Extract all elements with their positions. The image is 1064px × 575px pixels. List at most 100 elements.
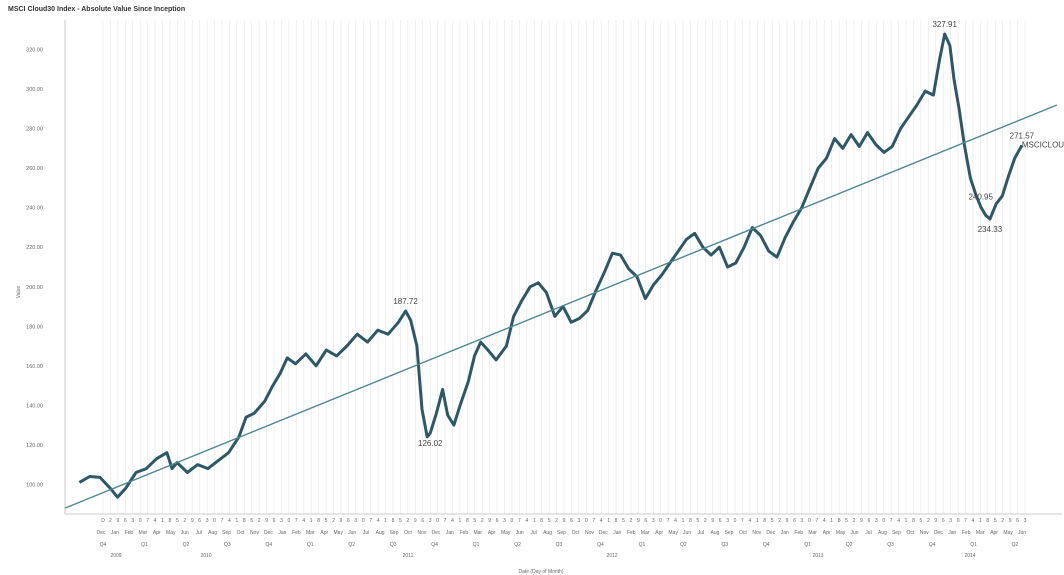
x-tick-label: 5 <box>473 518 476 524</box>
x-tick-label: 0 <box>585 518 588 524</box>
x-month-label: Aug <box>711 530 720 536</box>
x-tick-label: 1 <box>607 518 610 524</box>
x-tick-label: 8 <box>317 518 320 524</box>
x-quarter-label: Q4 <box>431 542 438 548</box>
x-month-label: Dec <box>431 530 440 536</box>
x-month-label: Mar <box>976 530 985 536</box>
x-month-label: Nov <box>752 530 761 536</box>
x-tick-label: 1 <box>310 518 313 524</box>
x-tick-label: 3 <box>131 518 134 524</box>
x-month-label: Sep <box>557 530 566 536</box>
x-tick-label: 5 <box>771 518 774 524</box>
x-tick-label: 5 <box>994 518 997 524</box>
data-label: 126.02 <box>418 439 443 448</box>
x-month-label: Oct <box>906 530 914 536</box>
x-tick-label: 8 <box>392 518 395 524</box>
x-tick-label: 5 <box>176 518 179 524</box>
trend-line <box>64 104 1058 509</box>
x-quarter-label: Q3 <box>224 542 231 548</box>
x-tick-label: 5 <box>696 518 699 524</box>
series-line-msci <box>78 32 1024 499</box>
x-tick-label: 2 <box>481 518 484 524</box>
x-month-label: May <box>501 530 511 536</box>
x-tick-label: 3 <box>652 518 655 524</box>
x-tick-label: 5 <box>325 518 328 524</box>
y-tick-label: 280.00 <box>26 127 43 133</box>
x-month-label: Feb <box>627 530 636 536</box>
y-tick-label: 100.00 <box>26 482 43 488</box>
x-month-label: Apr <box>320 530 328 536</box>
x-tick-label: 2 <box>258 518 261 524</box>
x-tick-label: 6 <box>496 518 499 524</box>
x-tick-label: 1 <box>905 518 908 524</box>
x-month-label: Jun <box>348 530 356 536</box>
x-tick-label: 4 <box>302 518 305 524</box>
x-tick-label: 8 <box>243 518 246 524</box>
x-month-label: Aug <box>878 530 887 536</box>
y-tick-label: 260.00 <box>26 166 43 172</box>
x-tick-label: 3 <box>875 518 878 524</box>
x-tick-label: 5 <box>250 518 253 524</box>
x-month-label: Oct <box>572 530 580 536</box>
x-tick-label: 9 <box>860 518 863 524</box>
x-month-label: Nov <box>250 530 259 536</box>
x-tick-label: 0 <box>287 518 290 524</box>
x-month-label: Jun <box>181 530 189 536</box>
x-month-label: Jul <box>195 530 201 536</box>
x-tick-label: 2 <box>109 518 112 524</box>
x-tick-label: 8 <box>615 518 618 524</box>
x-month-label: Nov <box>418 530 427 536</box>
x-tick-label: 0 <box>734 518 737 524</box>
x-tick-label: 8 <box>912 518 915 524</box>
x-tick-label: 1 <box>682 518 685 524</box>
x-tick-label: 9 <box>116 518 119 524</box>
x-tick-label: 0 <box>882 518 885 524</box>
x-tick-label: 6 <box>198 518 201 524</box>
x-tick-label: 2 <box>555 518 558 524</box>
x-tick-label: 4 <box>228 518 231 524</box>
x-year-label: 2011 <box>403 553 414 559</box>
x-tick-label: 6 <box>942 518 945 524</box>
x-quarter-label: Q3 <box>390 542 397 548</box>
x-year-label: 2009 <box>110 553 121 559</box>
x-month-label: May <box>668 530 678 536</box>
x-tick-label: 3 <box>503 518 506 524</box>
x-tick-label: 1 <box>235 518 238 524</box>
x-quarter-label: Q3 <box>721 542 728 548</box>
x-tick-label: 9 <box>340 518 343 524</box>
x-tick-label: 9 <box>488 518 491 524</box>
x-month-label: Mar <box>808 530 817 536</box>
x-tick-label: 4 <box>154 518 157 524</box>
x-tick-label: 5 <box>920 518 923 524</box>
y-tick-label: 140.00 <box>26 403 43 409</box>
x-tick-label: 8 <box>689 518 692 524</box>
x-tick-label: 3 <box>354 518 357 524</box>
x-tick-label: 7 <box>741 518 744 524</box>
x-month-label: Aug <box>376 530 385 536</box>
x-tick-label: 0 <box>139 518 142 524</box>
x-month-label: Nov <box>585 530 594 536</box>
x-month-label: Apr <box>823 530 831 536</box>
x-tick-label: 6 <box>793 518 796 524</box>
x-tick-label: 4 <box>897 518 900 524</box>
x-quarter-label: Q3 <box>556 542 563 548</box>
x-month-label: Mar <box>473 530 482 536</box>
x-quarter-label: Q4 <box>763 542 770 548</box>
x-quarter-label: Q2 <box>846 542 853 548</box>
x-quarter-label: Q1 <box>473 542 480 548</box>
x-tick-label: 4 <box>525 518 528 524</box>
x-tick-label: 4 <box>823 518 826 524</box>
x-tick-label: 0 <box>957 518 960 524</box>
x-tick-label: 9 <box>191 518 194 524</box>
x-axis-label: Date (Day of Month) <box>518 569 563 575</box>
x-tick-label: 7 <box>815 518 818 524</box>
x-tick-label: 2 <box>704 518 707 524</box>
x-tick-label: 3 <box>949 518 952 524</box>
data-label: 240.95 <box>968 193 993 202</box>
x-tick-label: 7 <box>518 518 521 524</box>
x-tick-label: 4 <box>748 518 751 524</box>
x-month-label: Mar <box>139 530 148 536</box>
x-quarter-label: Q1 <box>307 542 314 548</box>
x-month-label: May <box>1003 530 1013 536</box>
